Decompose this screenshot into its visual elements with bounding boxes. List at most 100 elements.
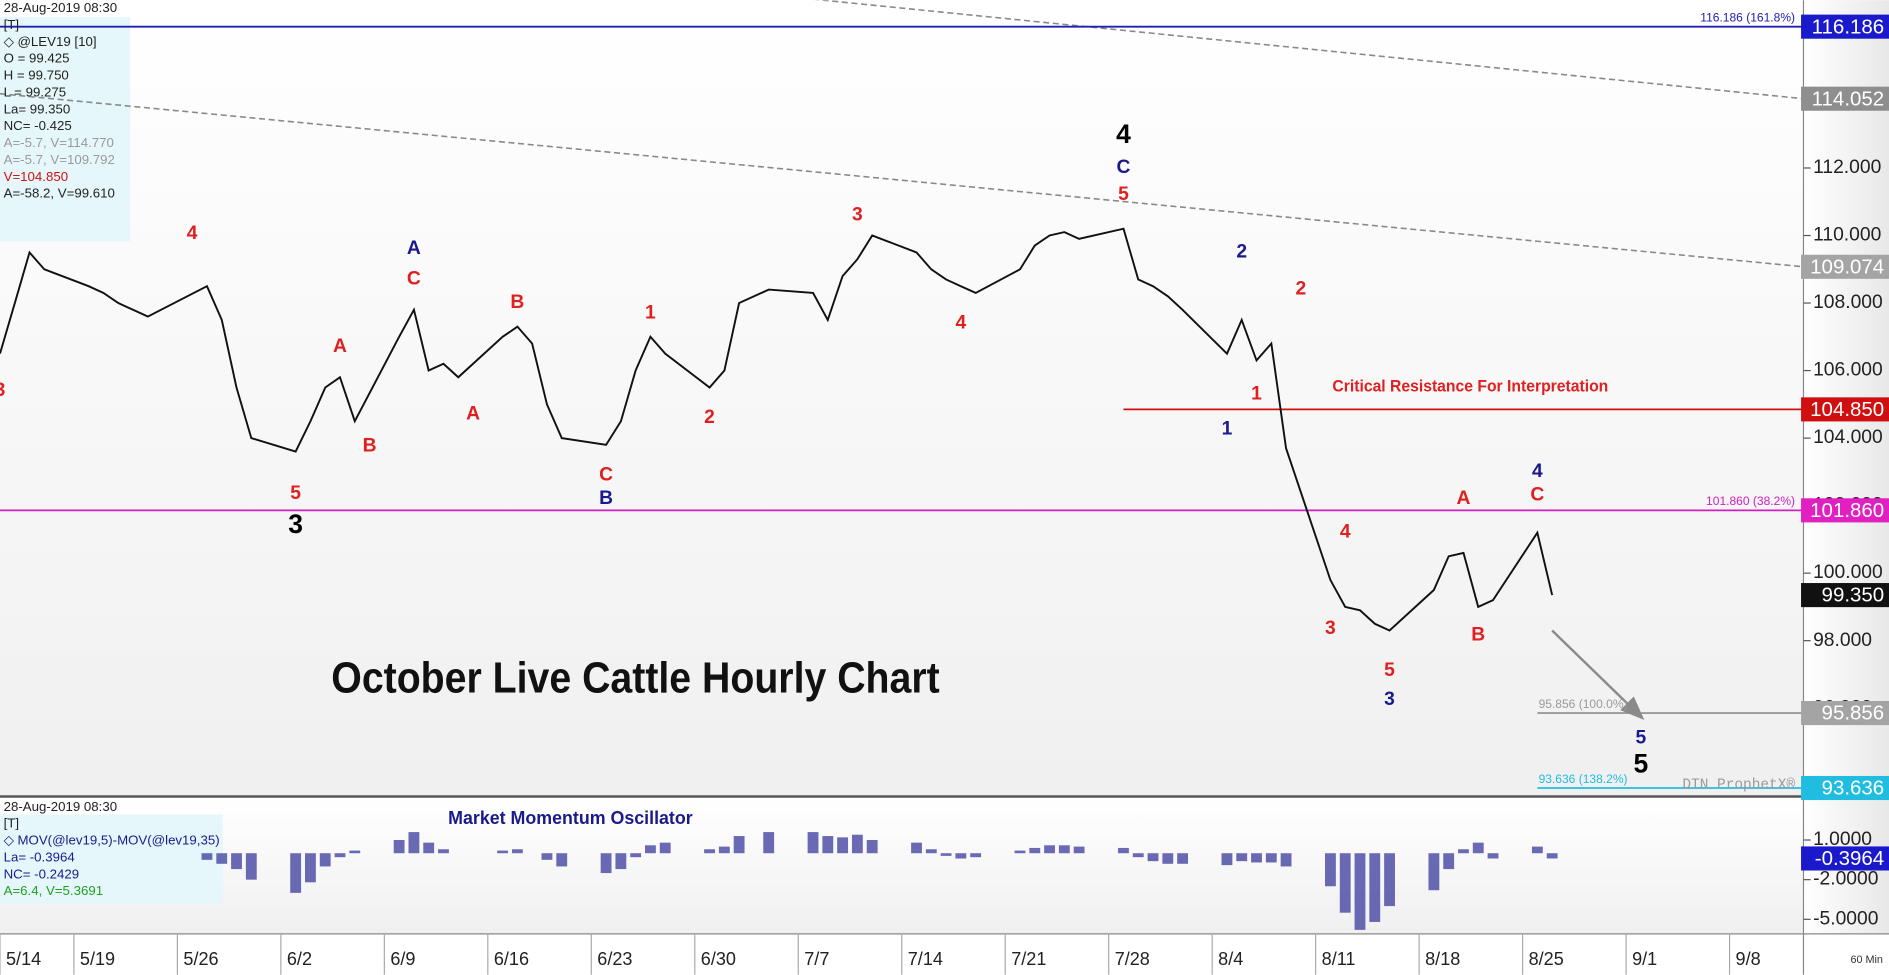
wave-label: C xyxy=(1530,485,1544,506)
info-line: 28-Aug-2019 08:30 xyxy=(4,799,117,814)
x-tick-label: 9/8 xyxy=(1736,949,1761,969)
price-label-box xyxy=(1801,397,1889,422)
price-label-box xyxy=(1801,86,1889,111)
price-label: 101.860 xyxy=(1810,499,1884,522)
x-tick-label: 7/28 xyxy=(1115,949,1150,969)
level-label: 95.856 (100.0%) xyxy=(1539,697,1628,711)
wave-label: A xyxy=(1457,488,1471,509)
oscillator-bar xyxy=(1132,853,1144,858)
oscillator-bar xyxy=(763,832,775,854)
oscillator-bar xyxy=(1458,849,1469,854)
oscillator-bar xyxy=(216,853,228,864)
trendline xyxy=(815,0,1804,100)
x-tick-label: 7/7 xyxy=(804,949,829,969)
price-panel xyxy=(0,0,1804,796)
oscillator-bar xyxy=(911,842,922,854)
x-tick-label: 8/18 xyxy=(1425,949,1460,969)
projection-arrow xyxy=(1551,629,1645,720)
level-label: 93.636 (138.2%) xyxy=(1539,772,1628,786)
oscillator-bar xyxy=(305,853,316,883)
last-value-box xyxy=(1801,846,1889,871)
oscillator-bar xyxy=(645,845,656,854)
wave-label: A xyxy=(407,238,421,259)
oscillator-bar xyxy=(438,849,449,854)
oscillator-bar xyxy=(718,846,730,854)
oscillator-bar xyxy=(940,853,952,856)
info-line: [T] xyxy=(4,17,19,32)
wave-label: B xyxy=(599,488,613,509)
price-label: 109.074 xyxy=(1810,255,1884,278)
wave-label: 4 xyxy=(956,312,967,333)
wave-label: B xyxy=(510,292,524,313)
oscillator-bar xyxy=(1428,853,1440,891)
oscillator-bar xyxy=(851,834,863,854)
x-tick-label: 6/23 xyxy=(597,949,632,969)
oscillator-bar xyxy=(807,832,819,854)
wave-label: 2 xyxy=(1236,241,1247,262)
wave-label: C xyxy=(407,269,421,290)
oscillator-bar xyxy=(1265,853,1277,863)
price-label: 114.052 xyxy=(1812,87,1884,110)
x-tick-label: 7/21 xyxy=(1011,949,1046,969)
oscillator-bar xyxy=(1221,853,1233,866)
price-line xyxy=(0,227,1554,632)
oscillator-bar xyxy=(1354,853,1366,930)
oscillator-bar xyxy=(822,836,834,854)
x-tick-label: 6/30 xyxy=(701,949,736,969)
price-label: 93.636 xyxy=(1822,777,1885,800)
wave-label: 4 xyxy=(1116,119,1131,149)
plot-area xyxy=(0,0,1804,789)
oscillator-bar xyxy=(423,842,435,854)
oscillator-bar xyxy=(1546,853,1558,859)
info-line: La= -0.3964 xyxy=(4,849,75,864)
info-line: O = 99.425 xyxy=(4,51,70,66)
info-line: [T] xyxy=(4,816,19,831)
y-tick-label: 100.000 xyxy=(1813,562,1883,583)
wave-label: 3 xyxy=(852,204,863,225)
oscillator-bar xyxy=(1029,847,1041,854)
info-line: ◇ MOV(@lev19,5)-MOV(@lev19,35) xyxy=(4,833,220,848)
oscillator-bar xyxy=(1487,853,1499,859)
oscillator-bar xyxy=(497,850,509,854)
watermark: DTN ProphetX® xyxy=(1682,777,1795,793)
info-line: ◇ @LEV19 [10] xyxy=(4,34,97,49)
y-tick-label: -5.0000 xyxy=(1813,908,1878,929)
x-tick-label: 9/1 xyxy=(1632,949,1657,969)
oscillator-bar xyxy=(925,849,937,854)
wave-label: 3 xyxy=(288,509,303,539)
wave-label: 5 xyxy=(290,483,301,504)
wave-label: C xyxy=(599,464,613,485)
oscillator-bar xyxy=(630,853,642,858)
oscillator-bar xyxy=(319,853,331,867)
wave-label: 1 xyxy=(645,302,656,323)
oscillator-bar xyxy=(511,849,523,854)
oscillator-bar xyxy=(393,840,405,854)
y-tick-label: 1.0000 xyxy=(1813,829,1872,850)
price-label-box xyxy=(1801,583,1889,608)
info-line: A=-58.2, V=99.610 xyxy=(4,186,115,201)
oscillator-bar xyxy=(1162,853,1174,864)
interval-label: 60 Min xyxy=(1850,954,1883,966)
oscillator-bar xyxy=(1472,842,1484,854)
wave-label: 4 xyxy=(1340,522,1351,543)
wave-label: 5 xyxy=(1118,184,1129,205)
price-label: 104.850 xyxy=(1810,398,1884,421)
x-tick-label: 8/11 xyxy=(1322,949,1356,969)
info-line: A=-5.7, V=114.770 xyxy=(4,135,114,150)
oscillator-bar xyxy=(970,853,982,858)
wave-label: 3 xyxy=(1325,618,1336,639)
y-tick-label: 106.000 xyxy=(1813,360,1883,381)
info-line: L = 99.275 xyxy=(4,84,67,99)
x-tick-label: 5/14 xyxy=(6,949,41,969)
last-value-label: -0.3964 xyxy=(1815,847,1884,870)
price-label: 116.186 xyxy=(1812,15,1884,38)
price-label-box xyxy=(1801,701,1889,726)
info-line: NC= -0.2429 xyxy=(4,866,79,881)
info-line: NC= -0.425 xyxy=(4,118,72,133)
wave-label: 5 xyxy=(1633,749,1648,779)
x-tick-label: 8/25 xyxy=(1529,949,1564,969)
info-line: A=6.4, V=5.3691 xyxy=(4,883,103,898)
x-tick-label: 6/9 xyxy=(390,949,415,969)
oscillator-bar xyxy=(290,853,302,893)
